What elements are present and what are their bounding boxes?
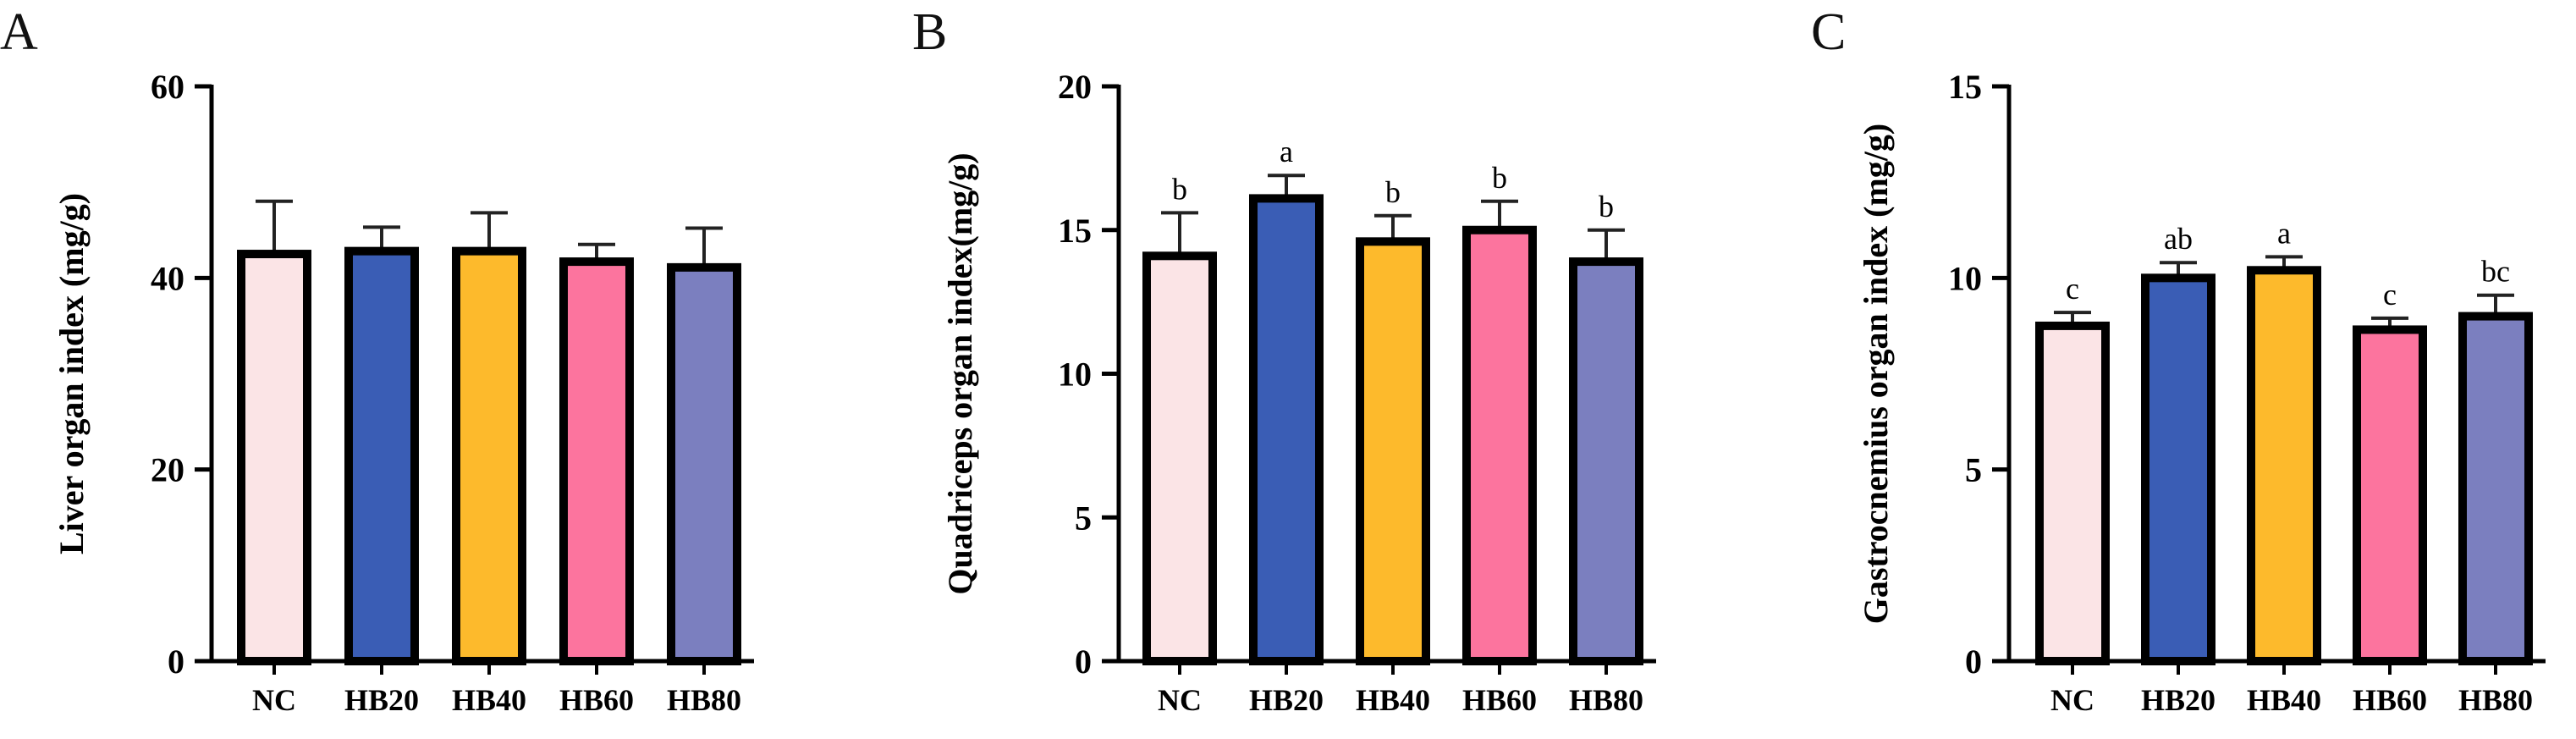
panel-a-bar-hb40 bbox=[452, 246, 526, 665]
panel-c-significance-4: bc bbox=[2481, 255, 2510, 289]
panel-b-significance-0: b bbox=[1172, 172, 1187, 206]
panel-c-bar-hb60 bbox=[2353, 325, 2427, 665]
panel-c-y-tick-label-1: 5 bbox=[1965, 451, 1982, 489]
panel-b-y-tick-label-0: 0 bbox=[1075, 642, 1092, 681]
panel-b-bar-hb40 bbox=[1356, 237, 1430, 665]
panel-b-significance-2: b bbox=[1385, 175, 1401, 209]
panel-b-y-tick-label-2: 10 bbox=[1058, 356, 1092, 394]
panel-a-y-tick-label-0: 0 bbox=[168, 642, 184, 681]
panel-b-bar-hb80 bbox=[1569, 257, 1643, 665]
panel-b-category-label-4: HB80 bbox=[1569, 683, 1643, 717]
panel-b-y-tick-label-3: 15 bbox=[1058, 212, 1092, 250]
panel-a-bar-nc bbox=[237, 250, 311, 665]
panel-b-category-label-0: NC bbox=[1158, 683, 1202, 717]
panel-c-y-tick-label-3: 15 bbox=[1948, 68, 1982, 106]
panel-c-category-label-4: HB80 bbox=[2458, 683, 2533, 717]
panel-a-bar-hb60 bbox=[559, 257, 634, 665]
panel-b-category-label-3: HB60 bbox=[1462, 683, 1537, 717]
panel-b-y-axis-label: Quadriceps organ index(mg/g) bbox=[941, 152, 979, 594]
panel-c-bar-hb20 bbox=[2141, 273, 2215, 665]
panel-a-bar-hb80 bbox=[667, 262, 741, 665]
panel-a-y-tick-label-3: 60 bbox=[151, 68, 184, 106]
panel-b-bar-hb20 bbox=[1249, 194, 1324, 665]
panel-c-category-label-2: HB40 bbox=[2247, 683, 2321, 717]
panel-a-category-label-4: HB80 bbox=[667, 683, 741, 717]
panel-a-category-label-0: NC bbox=[252, 683, 296, 717]
panel-b-y-tick-label-1: 5 bbox=[1075, 499, 1092, 537]
panel-c-bar-hb80 bbox=[2458, 312, 2533, 665]
panel-c-letter: C bbox=[1811, 3, 1846, 61]
panel-c-significance-1: ab bbox=[2164, 222, 2193, 256]
panel-c-y-axis-label: Gastrocnemius organ index (mg/g) bbox=[1857, 124, 1895, 624]
panel-b-category-label-2: HB40 bbox=[1356, 683, 1430, 717]
panel-a-bar-hb20 bbox=[344, 246, 419, 665]
panel-c-significance-2: a bbox=[2277, 216, 2291, 250]
panel-a-category-label-2: HB40 bbox=[452, 683, 526, 717]
panel-c-bar-hb40 bbox=[2247, 266, 2321, 665]
panel-a-y-tick-label-2: 40 bbox=[151, 259, 184, 297]
panel-b-bar-nc bbox=[1142, 251, 1217, 665]
panel-c-significance-3: c bbox=[2383, 278, 2397, 312]
panel-b-significance-3: b bbox=[1492, 161, 1507, 195]
panel-a-category-label-3: HB60 bbox=[559, 683, 634, 717]
panel-c-significance-0: c bbox=[2066, 272, 2079, 306]
panel-c-y-tick-label-0: 0 bbox=[1965, 642, 1982, 681]
panel-b-category-label-1: HB20 bbox=[1249, 683, 1324, 717]
panel-c-category-label-0: NC bbox=[2050, 683, 2094, 717]
panel-a-letter: A bbox=[0, 3, 38, 61]
panel-a-category-label-1: HB20 bbox=[344, 683, 419, 717]
panel-c-bar-nc bbox=[2035, 321, 2110, 665]
panel-c-category-label-1: HB20 bbox=[2141, 683, 2215, 717]
panel-a-y-axis-label: Liver organ index (mg/g) bbox=[52, 193, 91, 554]
panel-c-y-tick-label-2: 10 bbox=[1948, 259, 1982, 297]
panel-b-y-tick-label-4: 20 bbox=[1058, 68, 1092, 106]
panel-b-letter: B bbox=[912, 3, 947, 61]
panel-b-significance-1: a bbox=[1280, 135, 1293, 168]
panel-c-category-label-3: HB60 bbox=[2353, 683, 2427, 717]
panel-b-significance-4: b bbox=[1599, 190, 1614, 223]
panel-a-y-tick-label-1: 20 bbox=[151, 451, 184, 489]
panel-b-bar-hb60 bbox=[1462, 225, 1537, 665]
